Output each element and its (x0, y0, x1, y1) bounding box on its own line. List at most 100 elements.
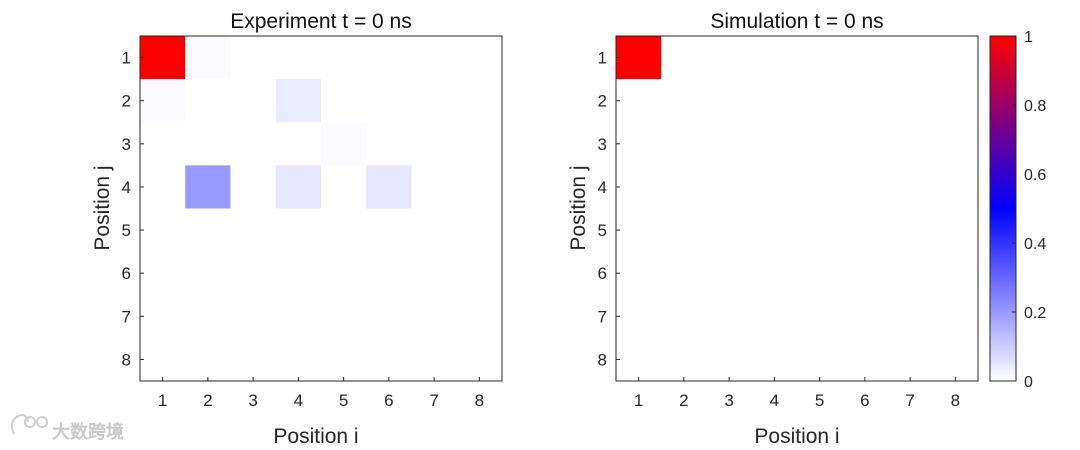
simulation-y-tick-label: 7 (598, 307, 607, 326)
experiment-cell-1-4 (275, 36, 322, 80)
experiment-y-tick-label: 8 (122, 350, 131, 369)
simulation-x-tick-label: 4 (770, 391, 779, 410)
experiment-cell-2-3 (230, 79, 277, 123)
experiment-cell-3-6 (366, 122, 412, 166)
simulation-cell-3-1 (616, 122, 662, 166)
experiment-cell-7-4 (275, 294, 322, 339)
experiment-cell-5-3 (230, 208, 277, 253)
simulation-cell-1-8 (932, 36, 979, 80)
simulation-x-tick-label: 2 (679, 391, 688, 410)
experiment-cell-7-2 (185, 294, 231, 339)
experiment-y-tick-label: 3 (122, 135, 131, 154)
simulation-cell-2-1 (616, 79, 662, 123)
simulation-x-tick-label: 6 (860, 391, 869, 410)
experiment-cell-1-8 (456, 36, 503, 80)
experiment-cell-8-5 (321, 337, 367, 382)
simulation-cell-7-6 (842, 294, 888, 339)
simulation-ticks: 1 2 3 4 5 6 7 8 1 2 3 4 5 6 7 8 (598, 49, 961, 410)
experiment-cell-4-4 (275, 165, 322, 209)
experiment-cell-4-2 (185, 165, 231, 209)
simulation-cell-4-4 (751, 165, 798, 209)
colorbar-tick-label: 0.4 (1024, 236, 1046, 253)
simulation-cell-5-1 (616, 208, 662, 253)
simulation-cell-2-5 (797, 79, 843, 123)
simulation-cell-8-2 (661, 337, 707, 382)
simulation-cell-8-8 (932, 337, 979, 382)
experiment-cell-5-5 (321, 208, 367, 253)
simulation-cell-6-8 (932, 251, 979, 296)
experiment-cell-2-4 (275, 79, 322, 123)
simulation-cell-7-3 (706, 294, 753, 339)
simulation-cell-5-7 (887, 208, 934, 253)
experiment-cell-7-3 (230, 294, 277, 339)
simulation-cell-5-6 (842, 208, 888, 253)
simulation-cell-6-3 (706, 251, 753, 296)
simulation-cell-3-8 (932, 122, 979, 166)
simulation-cell-3-4 (751, 122, 798, 166)
experiment-x-tick-label: 5 (339, 391, 348, 410)
experiment-cell-7-5 (321, 294, 367, 339)
simulation-cell-4-5 (797, 165, 843, 209)
experiment-y-tick-label: 2 (122, 92, 131, 111)
experiment-cell-7-7 (411, 294, 458, 339)
watermark-logo-icon (10, 413, 48, 435)
experiment-cell-8-4 (275, 337, 322, 382)
experiment-cell-5-6 (366, 208, 412, 253)
experiment-cell-2-1 (140, 79, 186, 123)
experiment-cell-6-6 (366, 251, 412, 296)
simulation-cell-8-3 (706, 337, 753, 382)
simulation-cell-7-8 (932, 294, 979, 339)
simulation-cell-6-5 (797, 251, 843, 296)
experiment-y-tick-label: 1 (122, 49, 131, 68)
experiment-x-tick-label: 1 (158, 391, 167, 410)
simulation-cell-6-2 (661, 251, 707, 296)
simulation-cell-4-1 (616, 165, 662, 209)
simulation-cell-3-5 (797, 122, 843, 166)
experiment-x-tick-label: 4 (294, 391, 303, 410)
simulation-cell-4-7 (887, 165, 934, 209)
experiment-cell-6-3 (230, 251, 277, 296)
simulation-cell-8-4 (751, 337, 798, 382)
simulation-x-axis-label: Position i (754, 425, 839, 448)
simulation-y-tick-label: 6 (598, 264, 607, 283)
simulation-cell-2-3 (706, 79, 753, 123)
simulation-cell-3-6 (842, 122, 888, 166)
simulation-cell-6-7 (887, 251, 934, 296)
simulation-cell-4-8 (932, 165, 979, 209)
experiment-y-tick-label: 7 (122, 307, 131, 326)
experiment-cell-3-8 (456, 122, 503, 166)
simulation-cell-5-4 (751, 208, 798, 253)
experiment-cell-4-7 (411, 165, 458, 209)
experiment-cell-1-5 (321, 36, 367, 80)
experiment-cell-1-6 (366, 36, 412, 80)
simulation-x-tick-label: 3 (724, 391, 733, 410)
experiment-cell-5-7 (411, 208, 458, 253)
simulation-cell-3-3 (706, 122, 753, 166)
experiment-cell-3-3 (230, 122, 277, 166)
experiment-cell-7-6 (366, 294, 412, 339)
experiment-cell-8-7 (411, 337, 458, 382)
simulation-cell-1-1 (616, 36, 662, 80)
experiment-y-tick-label: 4 (122, 178, 131, 197)
experiment-cell-5-1 (140, 208, 186, 253)
colorbar: 0 0.2 0.4 0.6 0.8 1 (989, 29, 1046, 391)
simulation-y-tick-label: 8 (598, 350, 607, 369)
simulation-heatmap-panel: Simulation t = 0 ns 1 2 3 4 5 6 7 8 1 2 3 4 5 6 7 8 Pos… (567, 10, 979, 448)
simulation-y-tick-label: 4 (598, 178, 607, 197)
experiment-cell-7-1 (140, 294, 186, 339)
experiment-cell-6-2 (185, 251, 231, 296)
experiment-x-tick-label: 8 (475, 391, 484, 410)
experiment-x-tick-label: 7 (429, 391, 438, 410)
experiment-cell-4-5 (321, 165, 367, 209)
simulation-cell-7-4 (751, 294, 798, 339)
simulation-cell-1-3 (706, 36, 753, 80)
simulation-cell-6-1 (616, 251, 662, 296)
experiment-cell-1-3 (230, 36, 277, 80)
simulation-cell-5-3 (706, 208, 753, 253)
experiment-cell-7-8 (456, 294, 503, 339)
simulation-cell-1-5 (797, 36, 843, 80)
simulation-cell-8-1 (616, 337, 662, 382)
simulation-cell-8-6 (842, 337, 888, 382)
experiment-cell-2-8 (456, 79, 503, 123)
simulation-cell-7-2 (661, 294, 707, 339)
